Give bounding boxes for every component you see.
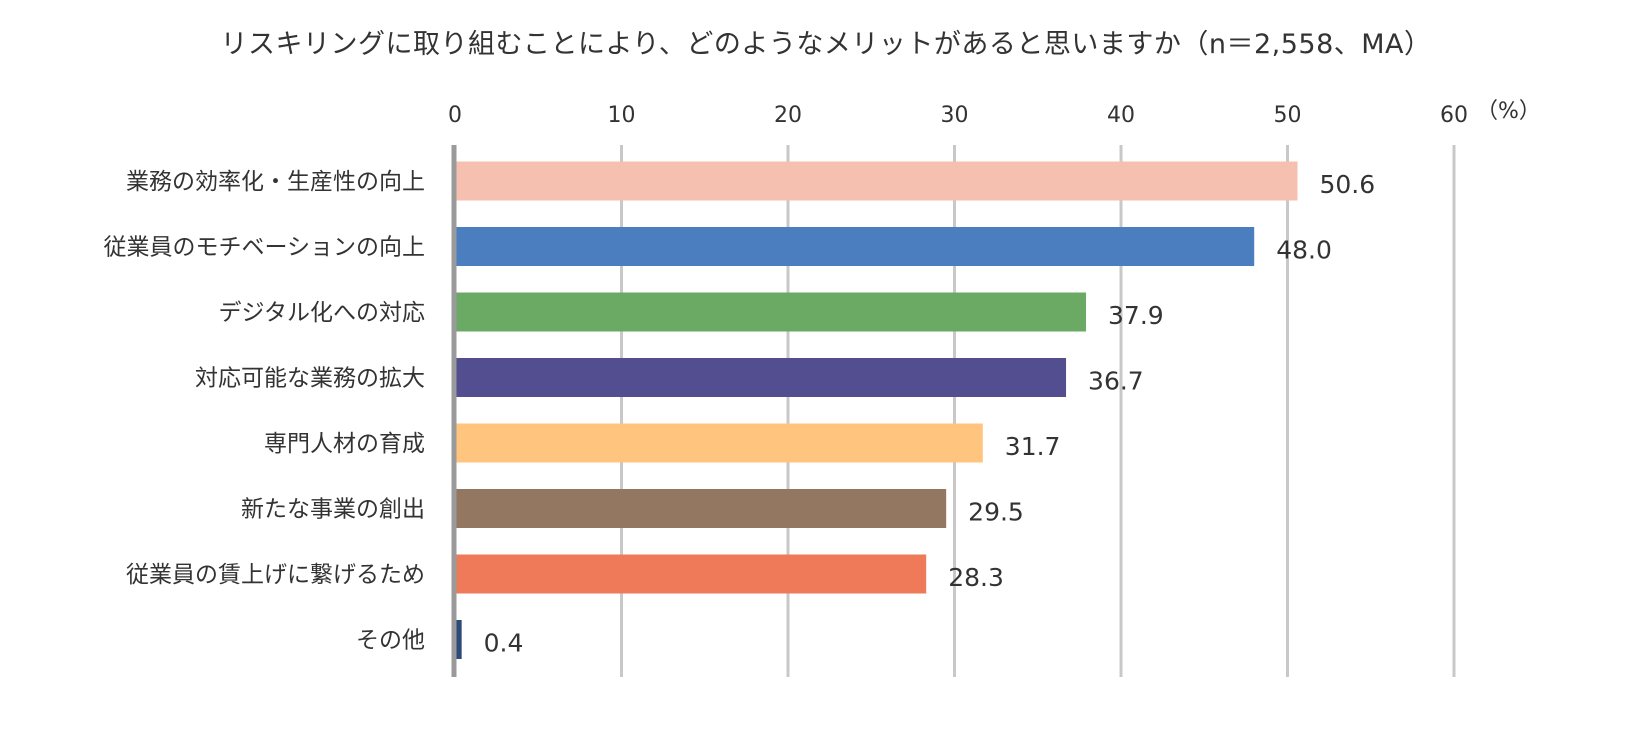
- x-tick-label: 60: [1440, 103, 1468, 128]
- chart-title: リスキリングに取り組むことにより、どのようなメリットがあると思いますか（n＝2,…: [220, 29, 1432, 60]
- axis-unit-label: （%）: [1476, 99, 1541, 124]
- category-label: 対応可能な業務の拡大: [195, 366, 425, 392]
- bar: [455, 489, 947, 528]
- value-label: 36.7: [1088, 367, 1144, 396]
- x-axis-ticks: 0 10 20 30 40 50 60: [448, 103, 1468, 128]
- bar: [455, 554, 927, 594]
- x-tick-label: 30: [941, 103, 969, 128]
- bar: [455, 161, 1298, 201]
- value-label: 37.9: [1108, 301, 1164, 330]
- category-label: 業務の効率化・生産性の向上: [126, 169, 425, 195]
- value-label: 29.5: [968, 498, 1024, 527]
- value-labels: 50.6 48.0 37.9 36.7 31.7 29.5 28.3 0.4: [484, 170, 1376, 658]
- x-tick-label: 40: [1107, 103, 1135, 128]
- bar: [455, 227, 1255, 266]
- bar: [455, 358, 1067, 397]
- bar: [455, 292, 1087, 332]
- value-label: 48.0: [1276, 236, 1332, 265]
- category-labels: 業務の効率化・生産性の向上従業員のモチベーションの向上デジタル化への対応対応可能…: [103, 169, 425, 654]
- category-label: その他: [356, 628, 425, 654]
- category-label: デジタル化への対応: [218, 300, 425, 326]
- category-label: 専門人材の育成: [264, 431, 425, 457]
- value-label: 0.4: [484, 629, 524, 658]
- value-label: 28.3: [948, 563, 1004, 592]
- x-tick-label: 10: [608, 103, 636, 128]
- bar: [455, 620, 462, 659]
- category-label: 新たな事業の創出: [241, 497, 425, 523]
- value-label: 31.7: [1005, 432, 1061, 461]
- value-label: 50.6: [1319, 170, 1375, 199]
- grid-lines: [620, 145, 1456, 677]
- x-tick-label: 0: [448, 103, 462, 128]
- bars: [455, 161, 1298, 659]
- category-label: 従業員の賃上げに繋げるため: [126, 562, 425, 588]
- category-label: 従業員のモチベーションの向上: [103, 235, 425, 261]
- bar: [455, 423, 983, 463]
- x-tick-label: 20: [774, 103, 802, 128]
- x-tick-label: 50: [1274, 103, 1302, 128]
